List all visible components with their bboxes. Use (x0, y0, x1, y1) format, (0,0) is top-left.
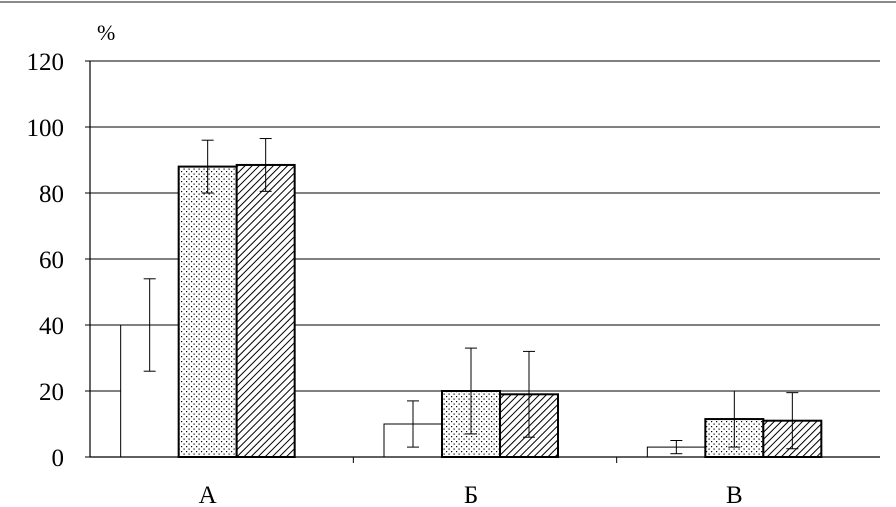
x-axis-categories: А Б В (199, 482, 743, 507)
axes (89, 61, 880, 463)
x-category-label: Б (464, 482, 478, 507)
y-tick-label: 0 (52, 445, 65, 472)
bars (120, 138, 823, 459)
y-tick-label: 80 (39, 181, 64, 208)
y-tick-label: 20 (39, 379, 64, 406)
y-tick-label: 120 (27, 49, 65, 76)
x-category-label: А (199, 482, 217, 507)
x-category-label: В (726, 482, 743, 507)
unit-label: % (97, 20, 115, 45)
y-tick-label: 60 (39, 247, 64, 274)
y-axis-ticks: 0 20 40 60 80 100 120 (27, 49, 65, 472)
bar (235, 163, 296, 458)
y-tick-label: 40 (39, 313, 64, 340)
bar (177, 165, 238, 458)
y-tick-label: 100 (27, 115, 65, 142)
